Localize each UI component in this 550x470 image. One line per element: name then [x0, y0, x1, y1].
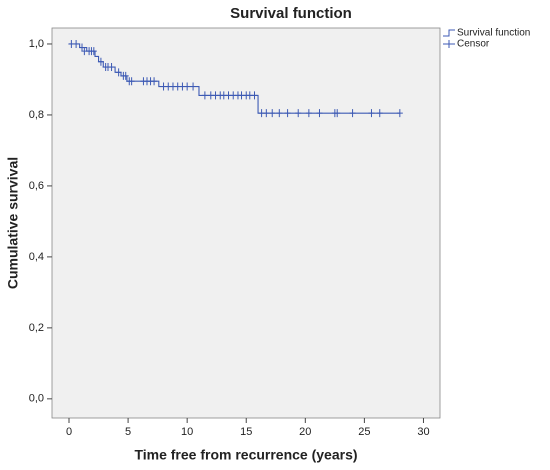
x-tick-label: 5: [125, 426, 131, 438]
censor-mark: [115, 68, 122, 77]
chart-title: Survival function: [230, 5, 352, 22]
y-axis-label: Cumulative survival: [5, 157, 21, 289]
censor-mark: [108, 63, 115, 72]
censor-mark: [376, 109, 383, 118]
x-axis-label: Time free from recurrence (years): [134, 447, 357, 463]
censor-mark: [263, 109, 270, 118]
censor-mark: [184, 82, 191, 91]
censor-mark: [128, 77, 135, 86]
censor-mark: [284, 109, 291, 118]
y-tick-label: 0,6: [29, 180, 44, 192]
survival-line: [69, 43, 400, 114]
x-tick-label: 10: [181, 426, 193, 438]
censor-mark: [305, 109, 312, 118]
y-tick-label: 1,0: [29, 38, 44, 50]
censor-mark: [97, 57, 104, 66]
y-tick-label: 0,8: [29, 109, 44, 121]
legend-symbol: [443, 40, 455, 48]
censor-mark: [396, 109, 403, 118]
censor-mark: [276, 109, 283, 118]
censor-mark: [190, 82, 197, 91]
censor-mark: [349, 109, 356, 118]
y-tick-label: 0,4: [29, 251, 44, 263]
censor-mark: [90, 47, 97, 56]
legend-label: Survival function: [457, 28, 530, 39]
legend-symbol: [443, 29, 455, 37]
x-tick-label: 15: [240, 426, 252, 438]
censor-mark: [295, 109, 302, 118]
y-tick-label: 0,2: [29, 322, 44, 334]
censor-mark: [73, 39, 80, 48]
censor-mark: [334, 109, 341, 118]
x-tick-label: 25: [358, 426, 370, 438]
censor-mark: [368, 109, 375, 118]
x-tick-label: 20: [299, 426, 311, 438]
x-tick-label: 0: [66, 426, 72, 438]
censor-mark: [201, 91, 208, 100]
plot-area: [51, 27, 441, 419]
censor-mark: [251, 91, 258, 100]
censor-mark: [316, 109, 323, 118]
censor-mark: [269, 109, 276, 118]
y-tick-label: 0,0: [29, 393, 44, 405]
censor-mark: [122, 71, 129, 80]
x-tick-label: 30: [417, 426, 429, 438]
censor-mark: [151, 77, 158, 86]
legend-label: Censor: [457, 39, 490, 50]
